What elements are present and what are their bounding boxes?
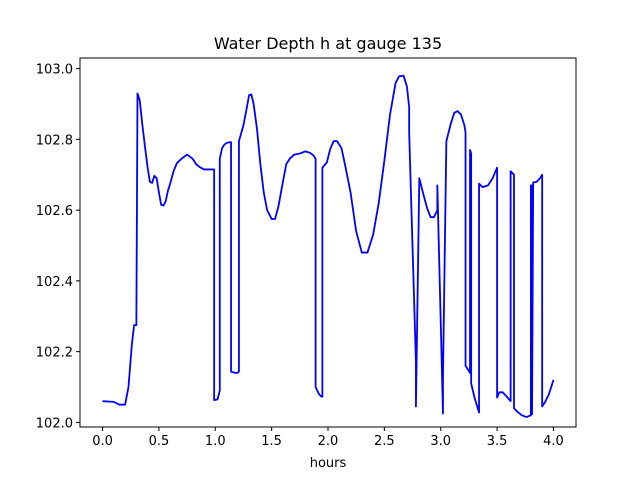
x-tick-label: 2.0 — [318, 434, 339, 449]
x-tick-label: 0.0 — [92, 434, 113, 449]
axis-ticks: 0.0 0.5 1.0 1.5 2.0 2.5 3.0 3.5 4.0 102.0 102.2 102… — [36, 63, 564, 449]
x-axis-label: hours — [310, 456, 347, 471]
water-depth-line — [102, 74, 555, 418]
x-tick-label: 1.5 — [261, 434, 282, 449]
y-tick-label: 102.4 — [36, 275, 73, 290]
y-tick-label: 103.0 — [36, 63, 73, 78]
x-tick-label: 2.5 — [374, 434, 395, 449]
y-tick-label: 102.8 — [36, 133, 73, 148]
x-tick-label: 0.5 — [149, 434, 170, 449]
y-tick-label: 102.6 — [36, 204, 73, 219]
chart-title: Water Depth h at gauge 135 — [214, 34, 442, 53]
y-tick-label: 102.0 — [36, 416, 73, 431]
x-tick-label: 1.0 — [205, 434, 226, 449]
x-tick-label: 4.0 — [543, 434, 564, 449]
y-tick-label: 102.2 — [36, 346, 73, 361]
x-tick-label: 3.5 — [487, 434, 508, 449]
x-tick-label: 3.0 — [430, 434, 451, 449]
plot-area-frame — [79, 57, 577, 428]
